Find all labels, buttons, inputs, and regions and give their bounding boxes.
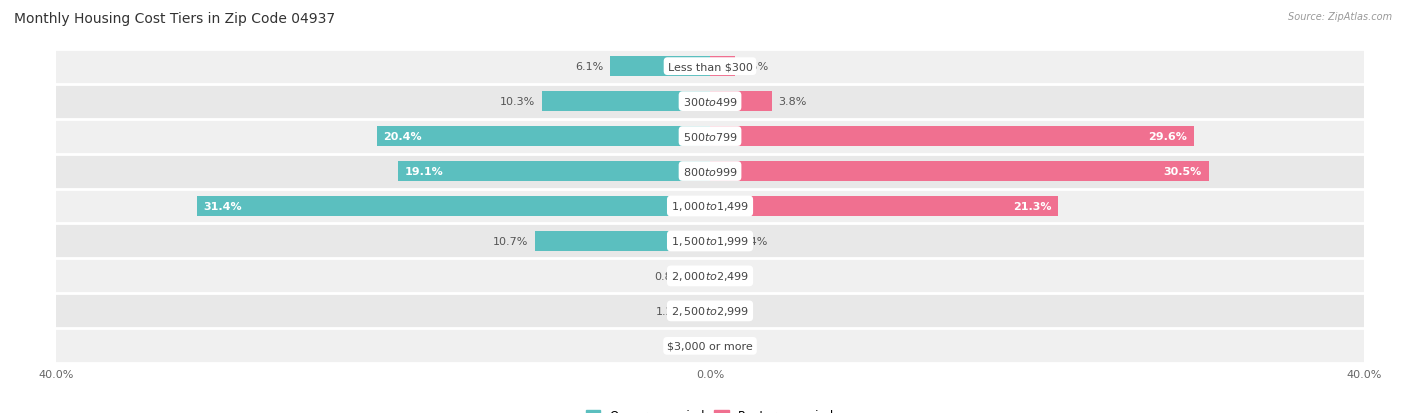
Bar <box>710 92 772 112</box>
Text: 1.4%: 1.4% <box>740 236 768 247</box>
Bar <box>56 294 1364 329</box>
Legend: Owner-occupied, Renter-occupied: Owner-occupied, Renter-occupied <box>581 404 839 413</box>
Text: 0.0%: 0.0% <box>718 271 747 281</box>
Bar <box>56 84 1364 119</box>
Bar <box>696 266 710 286</box>
Bar <box>541 92 710 112</box>
Text: $3,000 or more: $3,000 or more <box>668 341 752 351</box>
Text: $2,500 to $2,999: $2,500 to $2,999 <box>671 305 749 318</box>
Bar <box>56 50 1364 84</box>
Text: 1.2%: 1.2% <box>655 306 683 316</box>
Text: 21.3%: 21.3% <box>1014 202 1052 211</box>
Text: 1.5%: 1.5% <box>741 62 769 72</box>
Text: 19.1%: 19.1% <box>405 166 443 177</box>
Bar <box>56 189 1364 224</box>
Text: 0.0%: 0.0% <box>673 341 702 351</box>
Bar <box>56 224 1364 259</box>
Text: 6.1%: 6.1% <box>575 62 603 72</box>
Bar <box>56 154 1364 189</box>
Text: 29.6%: 29.6% <box>1149 132 1187 142</box>
Bar <box>56 329 1364 363</box>
Text: Monthly Housing Cost Tiers in Zip Code 04937: Monthly Housing Cost Tiers in Zip Code 0… <box>14 12 335 26</box>
Bar <box>710 161 1209 182</box>
Text: Less than $300: Less than $300 <box>668 62 752 72</box>
Bar <box>610 57 710 77</box>
Text: $800 to $999: $800 to $999 <box>682 166 738 178</box>
Text: 20.4%: 20.4% <box>382 132 422 142</box>
Bar <box>56 259 1364 294</box>
Text: 0.85%: 0.85% <box>654 271 689 281</box>
Bar <box>398 161 710 182</box>
Text: 3.8%: 3.8% <box>779 97 807 107</box>
Text: $1,500 to $1,999: $1,500 to $1,999 <box>671 235 749 248</box>
Text: $500 to $799: $500 to $799 <box>682 131 738 143</box>
Text: $1,000 to $1,499: $1,000 to $1,499 <box>671 200 749 213</box>
Bar <box>710 231 733 252</box>
Bar <box>56 119 1364 154</box>
Bar <box>710 197 1059 216</box>
Bar <box>710 57 734 77</box>
Bar <box>690 301 710 321</box>
Text: $300 to $499: $300 to $499 <box>682 96 738 108</box>
Bar <box>710 127 1194 147</box>
Text: 10.7%: 10.7% <box>494 236 529 247</box>
Text: 30.5%: 30.5% <box>1164 166 1202 177</box>
Text: $2,000 to $2,499: $2,000 to $2,499 <box>671 270 749 283</box>
Text: 0.0%: 0.0% <box>718 341 747 351</box>
Bar <box>377 127 710 147</box>
Bar <box>197 197 710 216</box>
Bar <box>536 231 710 252</box>
Text: 0.0%: 0.0% <box>718 306 747 316</box>
Text: 10.3%: 10.3% <box>501 97 536 107</box>
Text: 31.4%: 31.4% <box>204 202 242 211</box>
Text: Source: ZipAtlas.com: Source: ZipAtlas.com <box>1288 12 1392 22</box>
